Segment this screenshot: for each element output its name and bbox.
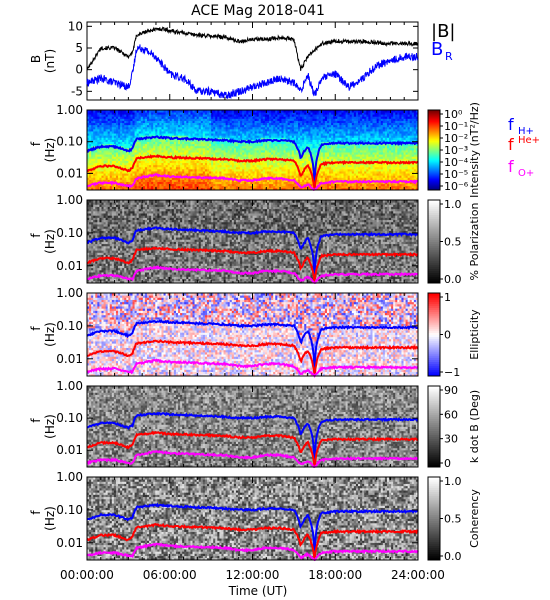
y-tick-label: 10 — [68, 19, 83, 33]
power-spectrum-panel: 1.000.100.01f (Hz)10⁰10⁻¹10⁻²10⁻³10⁻⁴10⁻⁵… — [29, 102, 481, 198]
y-axis-unit: (nT) — [43, 49, 57, 73]
y-tick-label: -5 — [71, 84, 83, 98]
legend-b-r: B — [431, 39, 443, 60]
legend-b-r-subscript: R — [445, 50, 453, 63]
y-axis-label: B — [29, 55, 43, 63]
y-tick-label: 5 — [75, 41, 83, 55]
x-axis-title: Time (UT) — [228, 584, 288, 598]
y-tick-label: 0 — [75, 63, 83, 77]
figure-title: ACE Mag 2018-041 — [191, 3, 325, 19]
